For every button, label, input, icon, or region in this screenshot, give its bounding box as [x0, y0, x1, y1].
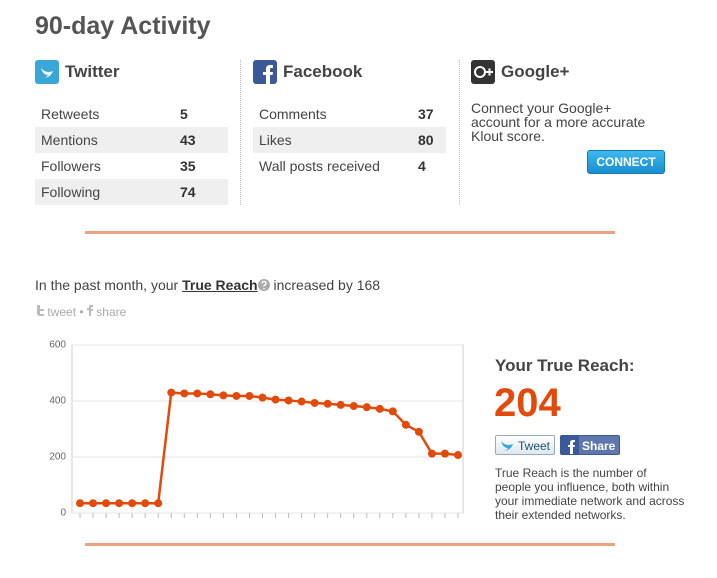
point — [284, 396, 293, 405]
point — [180, 389, 189, 398]
point — [206, 390, 215, 399]
point — [454, 451, 462, 460]
point — [193, 389, 202, 398]
divider — [240, 60, 241, 205]
point — [128, 499, 137, 508]
point — [76, 499, 84, 508]
share-icon — [86, 305, 93, 317]
help-icon[interactable] — [257, 279, 270, 291]
tweet-label: Tweet — [518, 439, 551, 453]
plot-frame — [71, 344, 464, 514]
y-tick-label: 600 — [49, 340, 66, 351]
point — [323, 399, 332, 408]
point — [362, 403, 371, 412]
reach-chart: 0 200 400 600 — [49, 340, 464, 519]
reach-text: increased by 168 — [273, 277, 381, 293]
point — [297, 397, 306, 406]
point — [414, 427, 423, 436]
stat-label: Following — [41, 184, 101, 200]
point — [167, 388, 176, 397]
point — [102, 499, 111, 508]
page-title: 90-day Activity — [35, 12, 211, 40]
point — [115, 499, 124, 508]
point — [141, 499, 150, 508]
tweet-button[interactable]: Tweet — [495, 435, 555, 455]
separator-line — [85, 543, 615, 546]
divider — [459, 60, 460, 205]
point — [219, 391, 228, 400]
point — [232, 391, 241, 400]
reach-sentence: In the past month, your True Reach incre… — [35, 277, 380, 293]
stat-row: Mentions 43 — [35, 127, 228, 153]
separator-line — [85, 231, 615, 234]
google-title: Google+ — [501, 62, 570, 81]
summary-text: True Reach is the number of people you i… — [495, 466, 685, 522]
point — [349, 402, 358, 411]
stat-row: Likes 80 — [253, 127, 446, 153]
stat-value: 80 — [418, 132, 434, 148]
google-icon — [471, 60, 495, 84]
stat-label: Comments — [259, 106, 327, 122]
point — [271, 395, 280, 404]
point — [310, 398, 319, 407]
stat-value: 74 — [180, 184, 196, 200]
facebook-title: Facebook — [283, 62, 363, 81]
stat-row: Retweets 5 — [35, 101, 228, 127]
stat-row: Wall posts received 4 — [253, 153, 446, 179]
google-text: Connect your Google+ account for a more … — [471, 100, 646, 144]
stat-label: Followers — [41, 158, 101, 174]
stat-label: Retweets — [41, 106, 100, 122]
point — [245, 391, 254, 400]
share-label: Share — [582, 439, 616, 453]
twitter-title: Twitter — [65, 62, 120, 81]
reach-text: In the past month, your — [35, 277, 179, 293]
stat-value: 5 — [180, 106, 188, 122]
share-link[interactable]: share — [96, 305, 127, 319]
stat-value: 35 — [180, 158, 196, 174]
connect-button[interactable]: CONNECT — [587, 150, 665, 174]
y-tick-label: 0 — [60, 508, 66, 519]
point — [154, 499, 163, 508]
point — [375, 404, 384, 413]
summary-title: Your True Reach: — [495, 356, 635, 375]
facebook-icon — [253, 60, 277, 84]
point — [401, 420, 410, 429]
share-links: tweet • share — [35, 305, 126, 319]
stat-label: Wall posts received — [259, 158, 380, 174]
y-tick-label: 200 — [49, 452, 66, 463]
twitter-icon — [35, 60, 59, 84]
stat-value: 4 — [418, 158, 426, 174]
fb-icon — [561, 436, 579, 454]
share-button[interactable]: Share — [560, 435, 620, 455]
stat-row: Followers 35 — [35, 153, 228, 179]
point — [440, 449, 449, 458]
stat-value: 43 — [180, 132, 196, 148]
tweet-icon — [37, 305, 44, 316]
stat-row: Following 74 — [35, 179, 228, 205]
bird-icon — [501, 441, 513, 451]
stat-label: Mentions — [41, 132, 98, 148]
summary-value: 204 — [494, 381, 561, 425]
point — [258, 393, 267, 402]
point — [388, 407, 397, 416]
point — [89, 499, 98, 508]
stat-label: Likes — [259, 132, 292, 148]
stat-row: Comments 37 — [253, 101, 446, 127]
tweet-link[interactable]: tweet — [47, 305, 77, 319]
point — [427, 449, 436, 458]
stat-value: 37 — [418, 106, 434, 122]
point — [336, 400, 345, 409]
true-reach-link[interactable]: True Reach — [182, 277, 258, 293]
separator: • — [79, 305, 84, 319]
y-tick-label: 400 — [49, 396, 66, 407]
